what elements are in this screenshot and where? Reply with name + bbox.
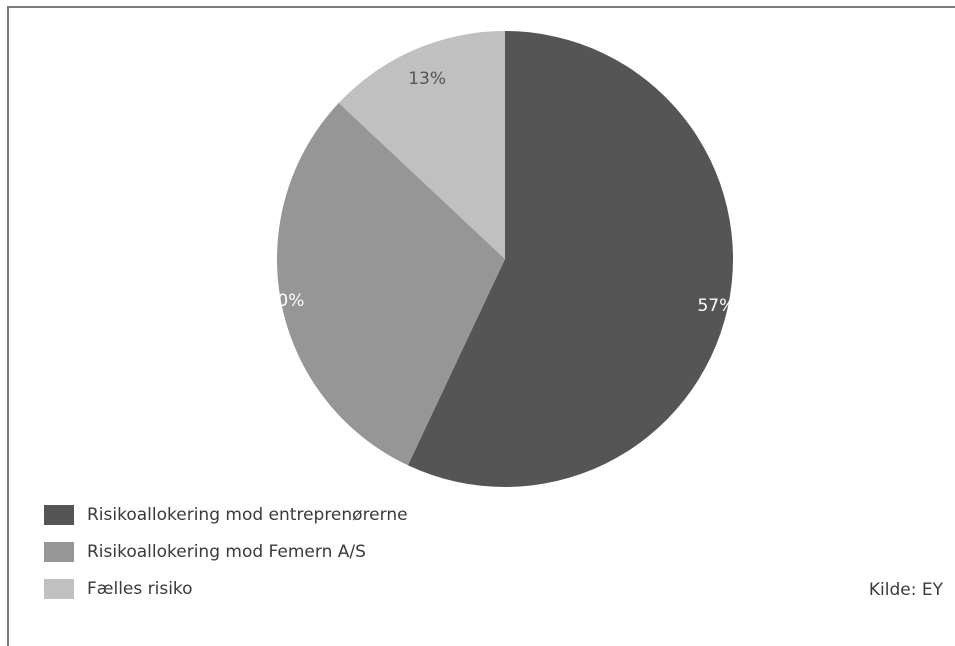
pie-slice	[277, 102, 505, 466]
slice-percent-label: 13%	[408, 69, 446, 89]
slice-percent-label: 57%	[697, 296, 735, 316]
pie-chart: 57% 30% 13%	[267, 31, 736, 487]
chart-frame	[7, 6, 955, 646]
legend-swatch	[44, 542, 74, 562]
legend-swatch	[44, 579, 74, 599]
legend-item: Risikoallokering mod Femern A/S	[44, 542, 408, 562]
slice-percent-label: 30%	[267, 291, 305, 311]
source-note: Kilde: EY	[868, 580, 943, 600]
pie-slices	[277, 31, 734, 487]
legend-label: Risikoallokering mod Femern A/S	[87, 542, 366, 562]
pie-labels: 57% 30% 13%	[267, 69, 736, 316]
legend-label: Fælles risiko	[87, 579, 193, 599]
legend-swatch	[44, 505, 74, 525]
pie-slice	[407, 31, 734, 487]
legend-item: Risikoallokering mod entreprenørerne	[44, 505, 408, 525]
pie-slice	[338, 31, 505, 259]
legend: Risikoallokering mod entreprenørerne Ris…	[44, 505, 408, 616]
legend-item: Fælles risiko	[44, 579, 408, 599]
legend-label: Risikoallokering mod entreprenørerne	[87, 505, 408, 525]
